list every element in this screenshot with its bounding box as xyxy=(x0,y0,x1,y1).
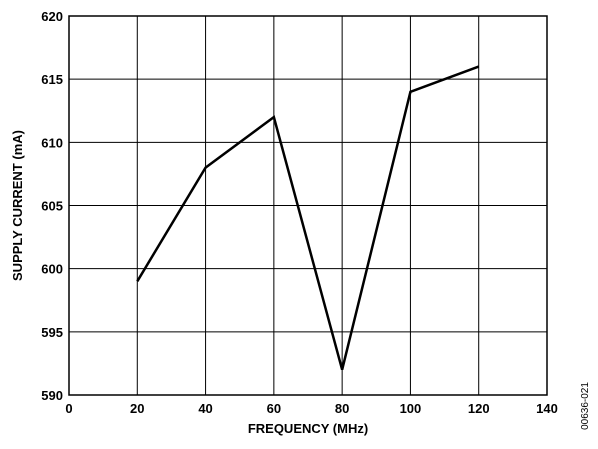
y-tick-label: 615 xyxy=(41,72,63,87)
x-tick-label: 0 xyxy=(65,401,72,416)
y-tick-label: 590 xyxy=(41,388,63,403)
y-tick-labels: 590 595 600 605 610 615 620 xyxy=(41,9,63,403)
series-layer xyxy=(137,67,478,370)
x-axis-label: FREQUENCY (MHz) xyxy=(248,421,368,436)
grid xyxy=(69,16,547,395)
x-tick-labels: 0 20 40 60 80 100 120 140 xyxy=(65,401,557,416)
y-tick-label: 620 xyxy=(41,9,63,24)
x-tick-label: 140 xyxy=(536,401,558,416)
x-tick-label: 20 xyxy=(130,401,144,416)
x-tick-label: 100 xyxy=(400,401,422,416)
figure-id: 00636-021 xyxy=(580,382,591,430)
series-line-0 xyxy=(137,67,478,370)
x-tick-label: 80 xyxy=(335,401,349,416)
x-tick-label: 60 xyxy=(267,401,281,416)
y-tick-label: 595 xyxy=(41,325,63,340)
y-tick-label: 610 xyxy=(41,135,63,150)
x-tick-label: 40 xyxy=(198,401,212,416)
x-tick-label: 120 xyxy=(468,401,490,416)
y-tick-label: 605 xyxy=(41,199,63,214)
y-axis-label: SUPPLY CURRENT (mA) xyxy=(10,130,25,281)
y-tick-label: 600 xyxy=(41,262,63,277)
